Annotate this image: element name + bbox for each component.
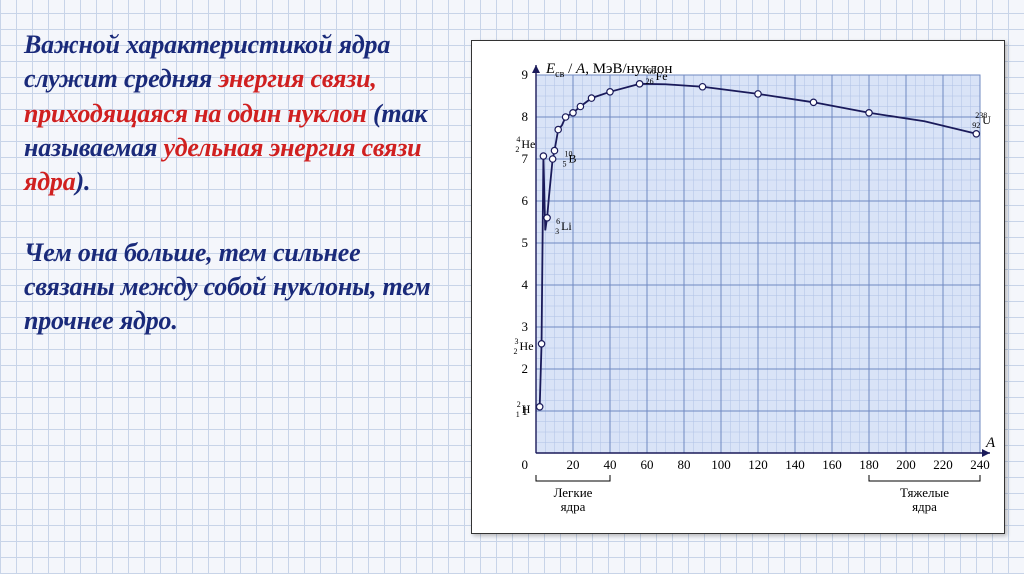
- data-point: [810, 99, 816, 105]
- binding-energy-chart: 2040608010012014016018020022024012345678…: [478, 47, 998, 527]
- y-tick-label: 9: [522, 67, 529, 82]
- x-range-label: Легкие: [554, 485, 593, 500]
- x-tick-label: 20: [567, 457, 580, 472]
- point-label: 23892U: [972, 111, 991, 130]
- y-tick-label: 8: [522, 109, 529, 124]
- x-tick-label: 240: [970, 457, 990, 472]
- y-tick-label: 5: [522, 235, 529, 250]
- data-point: [549, 156, 555, 162]
- data-point: [577, 103, 583, 109]
- x-range-label: ядра: [912, 499, 937, 514]
- data-point: [544, 215, 550, 221]
- data-point: [699, 84, 705, 90]
- svg-text:0: 0: [522, 457, 529, 472]
- text-column: Важной характеристикой ядра служит средн…: [24, 18, 464, 556]
- x-tick-label: 120: [748, 457, 768, 472]
- paragraph-1: Важной характеристикой ядра служит средн…: [24, 28, 452, 200]
- data-point: [551, 147, 557, 153]
- y-tick-label: 2: [522, 361, 529, 376]
- data-point: [537, 404, 543, 410]
- y-tick-label: 4: [522, 277, 529, 292]
- x-tick-label: 160: [822, 457, 842, 472]
- x-tick-label: 100: [711, 457, 731, 472]
- text-segment: ).: [76, 167, 91, 196]
- data-point: [607, 89, 613, 95]
- x-tick-label: 140: [785, 457, 805, 472]
- data-point: [538, 341, 544, 347]
- x-tick-label: 60: [641, 457, 654, 472]
- x-tick-label: 80: [678, 457, 691, 472]
- y-tick-label: 7: [522, 151, 529, 166]
- x-tick-label: 40: [604, 457, 617, 472]
- text-segment: Чем она больше, тем сильнее связаны межд…: [24, 238, 431, 336]
- x-range-bracket: [536, 475, 610, 481]
- x-range-label: Тяжелые: [900, 485, 949, 500]
- paragraph-2: Чем она больше, тем сильнее связаны межд…: [24, 236, 452, 339]
- y-tick-label: 6: [522, 193, 529, 208]
- y-tick-label: 3: [522, 319, 529, 334]
- x-range-label: ядра: [561, 499, 586, 514]
- data-point: [540, 153, 546, 159]
- data-point: [973, 131, 979, 137]
- data-point: [588, 95, 594, 101]
- data-point: [866, 110, 872, 116]
- chart-column: 2040608010012014016018020022024012345678…: [464, 18, 1012, 556]
- point-label: 32He: [514, 337, 534, 356]
- chart-container: 2040608010012014016018020022024012345678…: [471, 40, 1005, 534]
- data-point: [636, 81, 642, 87]
- data-point: [555, 126, 561, 132]
- x-tick-label: 220: [933, 457, 953, 472]
- x-range-bracket: [869, 475, 980, 481]
- x-axis-label: A: [985, 435, 996, 451]
- data-point: [570, 110, 576, 116]
- data-point: [755, 91, 761, 97]
- x-tick-label: 180: [859, 457, 879, 472]
- data-point: [562, 114, 568, 120]
- x-tick-label: 200: [896, 457, 916, 472]
